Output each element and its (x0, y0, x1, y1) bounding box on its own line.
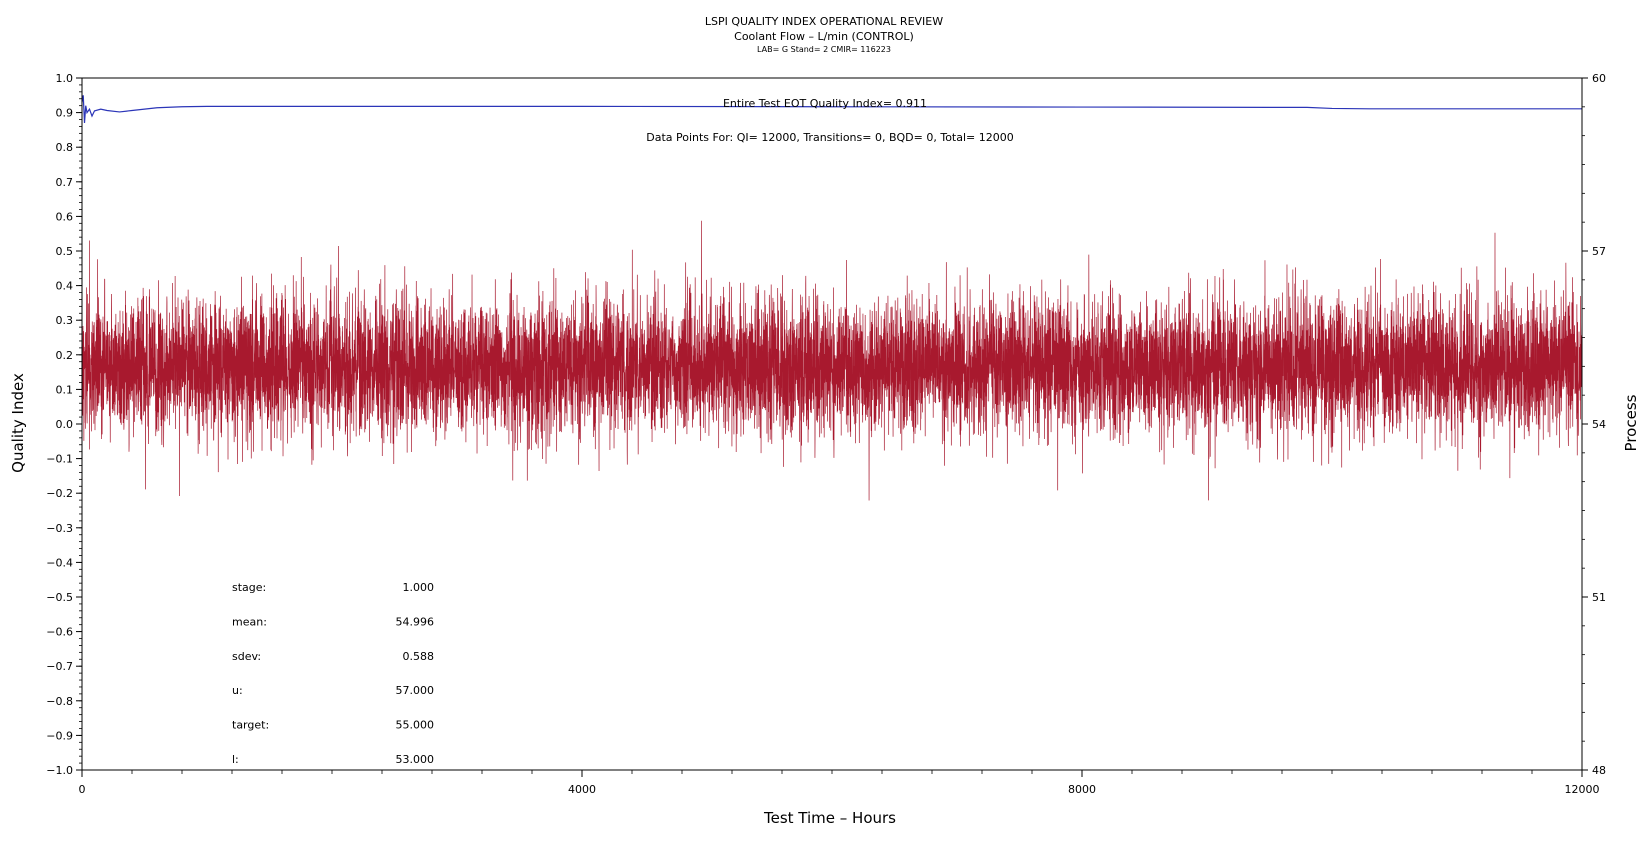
y2-tick-label: 60 (1592, 72, 1606, 85)
stat-label: sdev: (232, 650, 261, 663)
y-tick-label: 0.3 (56, 314, 74, 327)
x-tick-label: 4000 (568, 783, 596, 796)
y-tick-label: 0.0 (56, 418, 74, 431)
stats-block: stage: 1.000 mean: 54.996 sdev: 0.588 u: 57.000… (232, 581, 434, 766)
y2-tick-label: 51 (1592, 591, 1606, 604)
y-tick-label: 0.1 (56, 383, 74, 396)
y-tick-label: 0.8 (56, 141, 74, 154)
series-process-line (81, 220, 1583, 506)
y-tick-label: 0.6 (56, 210, 74, 223)
axes: 1.0 0.9 0.8 0.7 0.6 0.5 0.4 0.3 0.2 0.1 0.0 −0.1 −0.… (46, 72, 1606, 796)
y-tick-label: −0.6 (46, 626, 73, 639)
eot-quality-index-annotation: Entire Test EOT Quality Index= 0.911 (723, 97, 927, 110)
y-tick-label: 0.7 (56, 176, 74, 189)
y2-tick-label: 48 (1592, 764, 1606, 777)
stat-value: 1.000 (403, 581, 435, 594)
chart-meta-line: LAB= G Stand= 2 CMIR= 116223 (757, 45, 891, 54)
y-tick-label: 0.5 (56, 245, 74, 258)
y-tick-label: −0.7 (46, 660, 73, 673)
y-tick-label: −0.4 (46, 556, 73, 569)
plot-area (81, 95, 1583, 506)
stat-value: 57.000 (396, 684, 435, 697)
stat-value: 0.588 (403, 650, 435, 663)
y-tick-label: −0.2 (46, 487, 73, 500)
stat-label: stage: (232, 581, 266, 594)
stat-value: 55.000 (396, 719, 435, 732)
stat-label: target: (232, 719, 269, 732)
stat-value: 53.000 (396, 753, 435, 766)
x-tick-label: 12000 (1565, 783, 1600, 796)
y-axis-label: Quality Index (9, 373, 27, 473)
stat-value: 54.996 (396, 615, 435, 628)
y-tick-label: −0.9 (46, 729, 73, 742)
y-tick-label: −0.1 (46, 453, 73, 466)
y-tick-label: −0.5 (46, 591, 73, 604)
chart-subtitle: Coolant Flow – L/min (CONTROL) (734, 30, 914, 43)
chart-title: LSPI QUALITY INDEX OPERATIONAL REVIEW (705, 15, 943, 28)
y2-tick-label: 57 (1592, 245, 1606, 258)
series-quality-index-line (81, 95, 1582, 124)
y-tick-label: −1.0 (46, 764, 73, 777)
y2-axis-label: Process (1622, 394, 1640, 451)
stat-label: u: (232, 684, 243, 697)
y-tick-label: 1.0 (56, 72, 74, 85)
y-tick-label: 0.2 (56, 349, 74, 362)
y-tick-label: −0.3 (46, 522, 73, 535)
y-tick-label: −0.8 (46, 695, 73, 708)
x-axis-label: Test Time – Hours (763, 809, 896, 827)
y-tick-label: 0.9 (56, 107, 74, 120)
y2-tick-label: 54 (1592, 418, 1606, 431)
x-tick-label: 0 (79, 783, 86, 796)
x-tick-label: 8000 (1068, 783, 1096, 796)
data-points-annotation: Data Points For: QI= 12000, Transitions=… (646, 131, 1014, 144)
y-tick-label: 0.4 (56, 280, 74, 293)
stat-label: mean: (232, 615, 267, 628)
stat-label: l: (232, 753, 239, 766)
